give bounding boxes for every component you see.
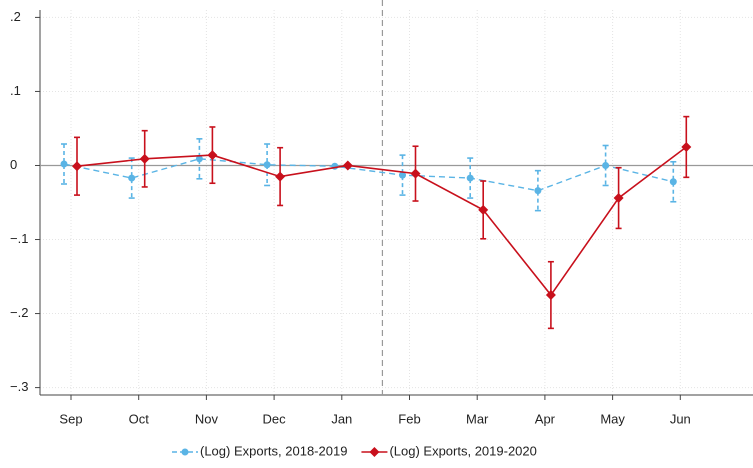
point xyxy=(207,150,218,161)
x-tick-label: Oct xyxy=(129,411,150,426)
x-tick-label: Jan xyxy=(331,411,352,426)
point xyxy=(669,178,677,186)
legend-label: (Log) Exports, 2018-2019 xyxy=(200,443,347,458)
y-tick-label: −.2 xyxy=(10,305,28,320)
x-tick-label: Feb xyxy=(398,411,420,426)
point xyxy=(410,168,421,179)
point xyxy=(128,174,136,182)
legend-marker xyxy=(181,448,189,456)
x-tick-label: Apr xyxy=(535,411,556,426)
x-tick-label: May xyxy=(600,411,625,426)
x-tick-label: Mar xyxy=(466,411,489,426)
point xyxy=(60,160,68,168)
point xyxy=(602,161,610,169)
y-tick-label: −.1 xyxy=(10,231,28,246)
series-line xyxy=(76,146,687,297)
x-tick-label: Jun xyxy=(670,411,691,426)
point xyxy=(399,171,406,179)
point xyxy=(681,141,692,152)
point xyxy=(613,193,624,204)
point xyxy=(195,155,203,163)
point xyxy=(139,153,150,164)
point xyxy=(466,174,474,182)
point xyxy=(263,161,271,169)
x-tick-label: Dec xyxy=(263,411,287,426)
legend-label: (Log) Exports, 2019-2020 xyxy=(389,443,536,458)
point xyxy=(478,204,489,215)
x-tick-label: Sep xyxy=(59,411,82,426)
point xyxy=(545,290,556,301)
y-tick-label: −.3 xyxy=(10,379,28,394)
point xyxy=(342,160,353,171)
y-tick-label: .2 xyxy=(10,9,21,24)
series-line xyxy=(63,158,674,192)
point xyxy=(534,187,542,195)
legend-marker xyxy=(369,447,380,457)
x-tick-label: Nov xyxy=(195,411,219,426)
y-tick-label: .1 xyxy=(10,83,21,98)
point xyxy=(275,171,286,182)
point xyxy=(72,161,82,172)
y-tick-label: 0 xyxy=(10,157,17,172)
